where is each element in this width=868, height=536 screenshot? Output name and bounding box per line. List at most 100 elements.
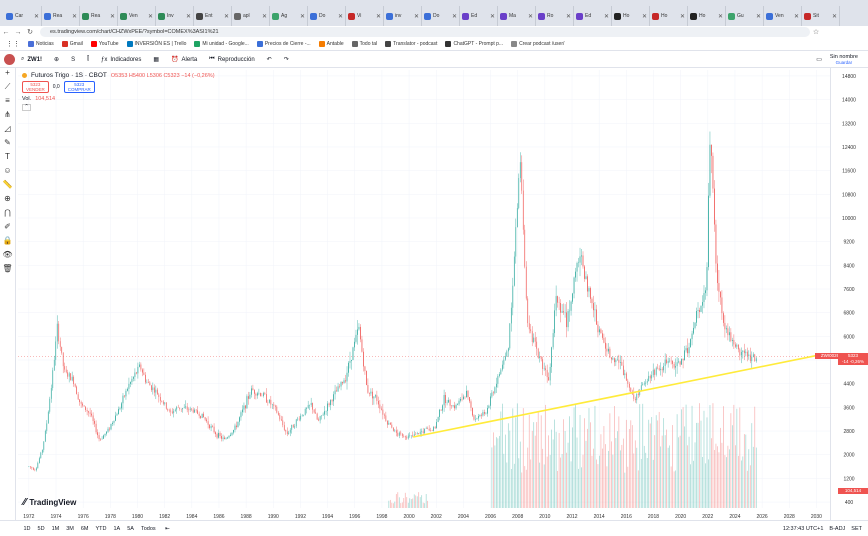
browser-tab[interactable]: Rea ✕ <box>80 6 118 26</box>
hide-icon[interactable]: 👁 <box>2 250 13 259</box>
sell-button[interactable]: 5323 VENDER <box>22 81 49 93</box>
redo-icon[interactable]: ↷ <box>283 57 289 63</box>
trash-icon[interactable]: 🗑 <box>2 264 13 273</box>
browser-tab[interactable]: Rea ✕ <box>42 6 80 26</box>
close-tab-icon[interactable]: ✕ <box>299 13 305 20</box>
range-button[interactable]: Todos <box>140 525 156 532</box>
crosshair-icon[interactable]: + <box>5 68 10 77</box>
browser-tab[interactable]: Ro ✕ <box>536 6 574 26</box>
adj-toggle[interactable]: B-ADJ <box>829 525 846 532</box>
bookmark-item[interactable]: Translator - podcast <box>385 41 437 47</box>
bookmark-item[interactable]: Antable <box>318 41 344 47</box>
bookmark-item[interactable]: Precios de Cierre -... <box>256 41 311 47</box>
close-tab-icon[interactable]: ✕ <box>33 13 39 20</box>
browser-tab[interactable]: Do ✕ <box>422 6 460 26</box>
undo-icon[interactable]: ↶ <box>266 57 272 63</box>
browser-tab[interactable]: inv ✕ <box>384 6 422 26</box>
close-tab-icon[interactable]: ✕ <box>147 13 153 20</box>
interval-button[interactable]: S <box>71 56 76 63</box>
browser-tab[interactable]: Vi ✕ <box>346 6 384 26</box>
browser-tab[interactable]: Car ✕ <box>4 6 42 26</box>
bookmark-item[interactable]: ChatGPT - Prompt p... <box>445 41 503 47</box>
browser-tab[interactable]: Ed ✕ <box>574 6 612 26</box>
lock-icon[interactable]: 🔒 <box>2 236 13 245</box>
close-tab-icon[interactable]: ✕ <box>413 13 419 20</box>
close-tab-icon[interactable]: ✕ <box>185 13 191 20</box>
close-tab-icon[interactable]: ✕ <box>679 13 685 20</box>
apps-grid-icon[interactable]: ⋮⋮ <box>6 41 20 48</box>
pattern-icon[interactable]: ◿ <box>4 124 11 133</box>
range-button[interactable]: 5A <box>127 525 134 532</box>
close-tab-icon[interactable]: ✕ <box>489 13 495 20</box>
range-button[interactable]: 5D <box>37 525 45 532</box>
browser-tab[interactable]: Ed ✕ <box>460 6 498 26</box>
layout-picker-icon[interactable]: ▭ <box>816 57 822 63</box>
close-tab-icon[interactable]: ✕ <box>793 13 799 20</box>
emoji-icon[interactable]: ☺ <box>3 166 12 175</box>
reload-icon[interactable]: ↻ <box>27 29 33 36</box>
compare-icon[interactable]: ⊕ <box>54 57 60 63</box>
buy-button[interactable]: 5323 COMPRAR <box>63 81 95 93</box>
browser-tab[interactable]: Gu ✕ <box>726 6 764 26</box>
browser-tab[interactable]: Sit ✕ <box>802 6 840 26</box>
browser-tab[interactable]: Ma ✕ <box>498 6 536 26</box>
browser-tab[interactable]: Ho ✕ <box>612 6 650 26</box>
close-tab-icon[interactable]: ✕ <box>717 13 723 20</box>
forward-icon[interactable]: → <box>14 28 22 36</box>
layout-name[interactable]: Sin nombre <box>829 53 858 60</box>
bookmark-item[interactable]: Noticias <box>28 41 54 47</box>
trendline-icon[interactable]: ⟋ <box>4 82 11 91</box>
close-tab-icon[interactable]: ✕ <box>337 13 343 20</box>
collapse-legend-icon[interactable]: ⌃ <box>22 104 31 111</box>
browser-tab[interactable]: Ho ✕ <box>688 6 726 26</box>
close-tab-icon[interactable]: ✕ <box>527 13 533 20</box>
bookmark-item[interactable]: YouTube <box>90 41 119 47</box>
close-tab-icon[interactable]: ✕ <box>603 13 609 20</box>
close-tab-icon[interactable]: ✕ <box>755 13 761 20</box>
browser-tab[interactable]: apl ✕ <box>232 6 270 26</box>
bookmark-item[interactable]: Crear podcast /user/ <box>511 41 564 47</box>
date-range-icon[interactable]: ⇤ <box>165 525 170 532</box>
bookmark-item[interactable]: Todo tal <box>351 41 377 47</box>
range-button[interactable]: YTD <box>95 525 107 532</box>
pitchfork-icon[interactable]: ⋔ <box>4 110 11 119</box>
tradingview-logo[interactable]: ⁄⁄ TradingView <box>23 497 77 508</box>
brush-icon[interactable]: ✎ <box>4 138 11 147</box>
url-field[interactable]: es.tradingview.com/chart/CHZWxPEE/?symbo… <box>40 27 810 37</box>
browser-tab[interactable]: Ag ✕ <box>270 6 308 26</box>
range-button[interactable]: 3M <box>66 525 74 532</box>
symbol-search-button[interactable]: ⌕ ZW1! <box>21 56 43 63</box>
browser-tab[interactable]: Ven ✕ <box>764 6 802 26</box>
close-tab-icon[interactable]: ✕ <box>109 13 115 20</box>
range-button[interactable]: 1A <box>113 525 121 532</box>
range-button[interactable]: 1M <box>51 525 60 532</box>
text-icon[interactable]: T <box>5 152 10 161</box>
browser-tab[interactable]: Do ✕ <box>308 6 346 26</box>
ruler-icon[interactable]: 📏 <box>2 180 13 189</box>
browser-tab[interactable]: Ven ✕ <box>118 6 156 26</box>
save-status[interactable]: Guardar <box>835 59 853 65</box>
indicators-button[interactable]: ƒx Indicadores <box>101 56 142 63</box>
stay-drawing-icon[interactable]: ✐ <box>4 222 11 231</box>
clock-time[interactable]: 12:37:43 UTC+1 <box>782 525 824 532</box>
zoom-in-icon[interactable]: ⊕ <box>4 194 11 203</box>
price-scale[interactable] <box>830 68 868 520</box>
close-tab-icon[interactable]: ✕ <box>831 13 837 20</box>
candle-style-icon[interactable]: ⫿ <box>87 56 90 62</box>
horizontal-lines-icon[interactable]: ≡ <box>5 96 10 105</box>
alert-button[interactable]: ⏰ Alerta <box>171 56 198 64</box>
close-tab-icon[interactable]: ✕ <box>451 13 457 20</box>
bookmark-item[interactable]: Gmail <box>61 41 83 47</box>
back-icon[interactable]: ← <box>2 28 10 36</box>
close-tab-icon[interactable]: ✕ <box>71 13 77 20</box>
range-button[interactable]: 1D <box>23 525 31 532</box>
browser-tab[interactable]: Ho ✕ <box>650 6 688 26</box>
star-icon[interactable]: ☆ <box>812 29 820 36</box>
range-button[interactable]: 6M <box>80 525 89 532</box>
bookmark-item[interactable]: Mi unidad - Google... <box>194 41 249 47</box>
session-toggle[interactable]: SET <box>851 525 862 532</box>
browser-tab[interactable]: Inv ✕ <box>156 6 194 26</box>
close-tab-icon[interactable]: ✕ <box>565 13 571 20</box>
avatar[interactable] <box>4 54 15 65</box>
